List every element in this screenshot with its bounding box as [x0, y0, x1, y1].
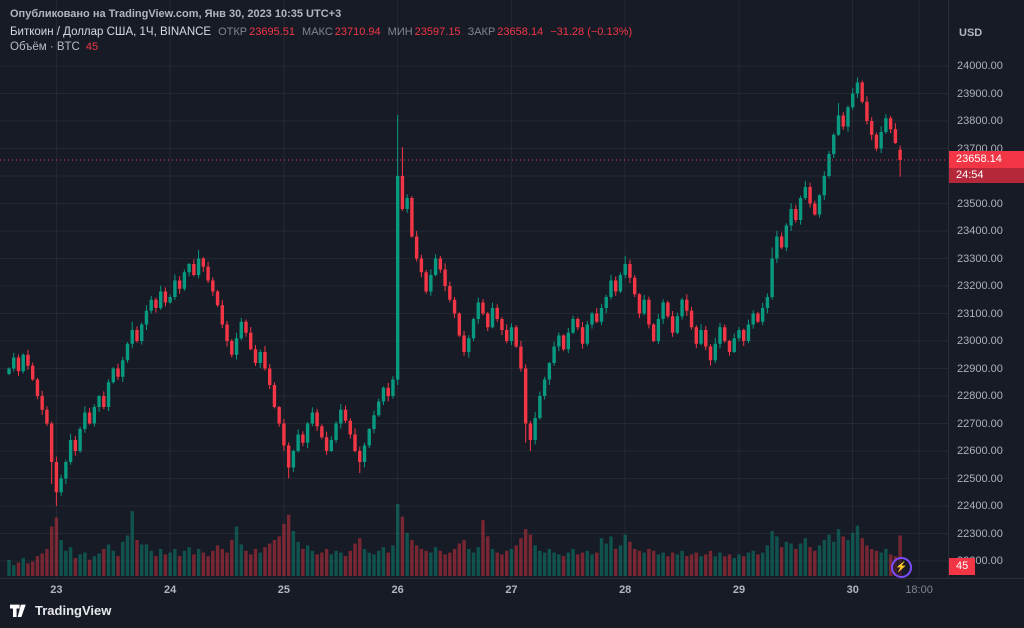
high-value: 23710.94: [334, 26, 381, 38]
open-value: 23695.51: [249, 26, 296, 38]
tradingview-logo-icon: [10, 604, 26, 617]
price-tick-label: 23900.00: [957, 87, 1003, 100]
high-label: МАКС: [302, 26, 333, 38]
last-volume-badge: 45: [949, 558, 976, 575]
price-tick-label: 23500.00: [957, 197, 1003, 210]
time-tick-label: 25: [277, 584, 291, 596]
price-tick-label: 22900.00: [957, 362, 1003, 375]
close-label: ЗАКР: [467, 26, 496, 38]
chart-legend: Биткоин / Доллар США, 1Ч, BINANCE ОТКР 2…: [10, 26, 632, 53]
close-value: 23658.14: [497, 26, 544, 38]
price-axis[interactable]: USD 24000.0023900.0023800.0023700.002360…: [948, 0, 1024, 578]
boost-button[interactable]: ⚡: [891, 557, 912, 578]
legend-ohlc-row: Биткоин / Доллар США, 1Ч, BINANCE ОТКР 2…: [10, 26, 632, 38]
time-tick-label: 26: [391, 584, 404, 596]
time-tick-label: 30: [846, 584, 859, 596]
tradingview-name: TradingView: [35, 603, 112, 618]
price-tick-label: 23300.00: [957, 252, 1003, 265]
flash-icon: ⚡: [895, 562, 908, 573]
low-label: МИН: [387, 26, 413, 38]
price-tick-label: 22600.00: [957, 445, 1003, 457]
time-tick-label: 28: [619, 584, 632, 596]
price-tick-label: 23000.00: [957, 335, 1003, 347]
symbol-title[interactable]: Биткоин / Доллар США, 1Ч, BINANCE: [10, 26, 212, 38]
price-tick-label: 22300.00: [957, 527, 1003, 540]
price-tick-label: 22800.00: [957, 390, 1003, 402]
low-value: 23597.15: [414, 26, 461, 38]
tradingview-branding[interactable]: TradingView: [10, 602, 111, 619]
bar-countdown: 24:54: [949, 168, 1024, 183]
price-tick-label: 24000.00: [957, 60, 1003, 72]
price-tick-label: 23400.00: [957, 225, 1003, 237]
open-label: ОТКР: [218, 26, 248, 38]
published-note: Опубликовано на TradingView.com, Янв 30,…: [10, 8, 342, 20]
time-tick-label: 29: [732, 584, 746, 596]
time-tick-label: 18:00: [905, 584, 933, 596]
last-price-value: 23658.14: [949, 151, 1024, 168]
time-tick-label: 23: [50, 584, 63, 596]
volume-label[interactable]: Объём · BTC: [10, 41, 80, 53]
change-value: −31.28 (−0.13%): [550, 26, 633, 38]
legend-volume-row: Объём · BTC 45: [10, 41, 632, 53]
price-tick-label: 22500.00: [957, 472, 1003, 485]
volume-value: 45: [85, 41, 99, 53]
price-tick-label: 23800.00: [957, 115, 1003, 127]
last-price-badge: 23658.14 24:54: [949, 151, 1024, 183]
time-tick-label: 24: [164, 584, 177, 596]
price-tick-label: 23100.00: [957, 307, 1003, 320]
time-axis[interactable]: 23 24 25 26 27 28 29 30 18:00: [0, 578, 1024, 601]
price-tick-label: 22400.00: [957, 500, 1003, 512]
price-tick-label: 23200.00: [957, 280, 1003, 292]
price-tick-label: 22700.00: [957, 417, 1003, 430]
quote-currency-label: USD: [959, 27, 983, 39]
time-tick-label: 27: [505, 584, 518, 596]
